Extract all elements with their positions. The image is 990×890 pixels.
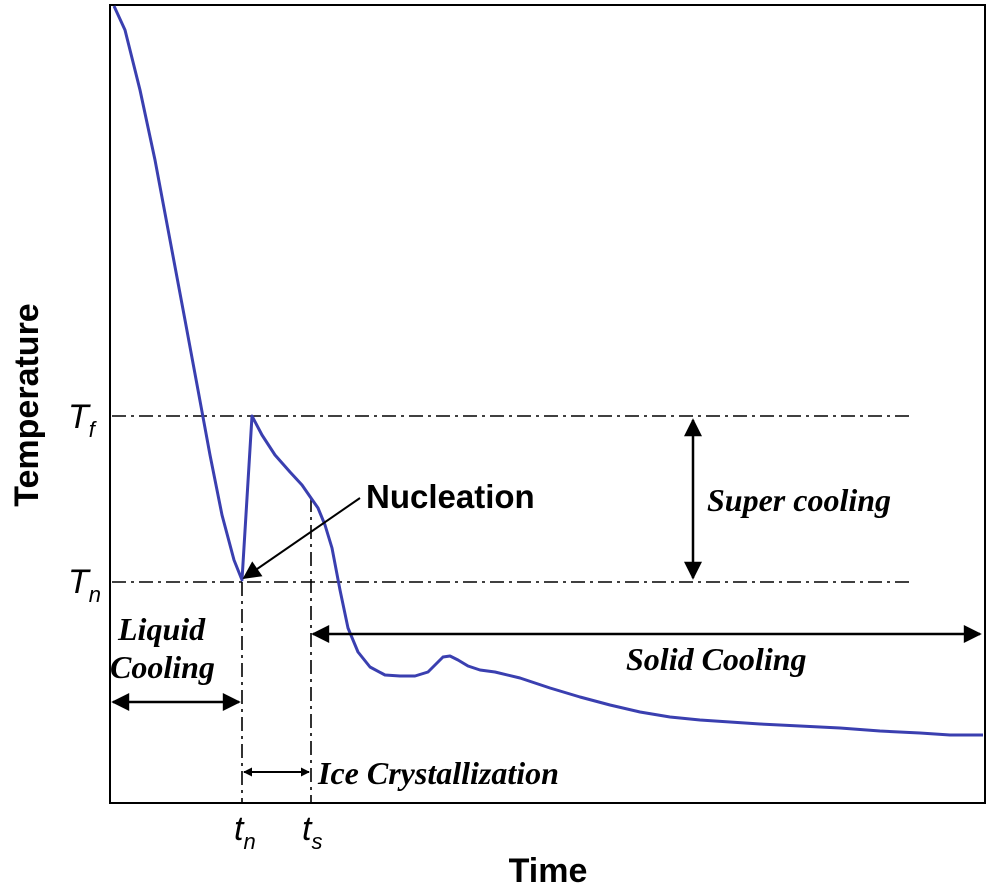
temperature-curve (112, 5, 983, 737)
nucleation-pointer-arrow (242, 497, 361, 580)
y-tick-freezing: Tf (68, 398, 98, 442)
liquid-cooling-label-line1: Liquid (117, 611, 206, 647)
x-tick-nucleation: tn (234, 810, 256, 854)
solid-cooling-label: Solid Cooling (626, 641, 807, 677)
x-tick-solidification: ts (302, 810, 322, 854)
plot-frame (109, 4, 986, 804)
super-cooling-label: Super cooling (707, 482, 891, 518)
y-tick-nucleation: Tn (68, 563, 101, 607)
ice-crystallization-label: Ice Crystallization (317, 755, 559, 791)
x-axis-title: Time (509, 852, 588, 890)
liquid-cooling-label-line2: Cooling (110, 649, 215, 685)
y-axis-title: Temperature (8, 303, 46, 506)
nucleation-label: Nucleation (366, 478, 535, 515)
